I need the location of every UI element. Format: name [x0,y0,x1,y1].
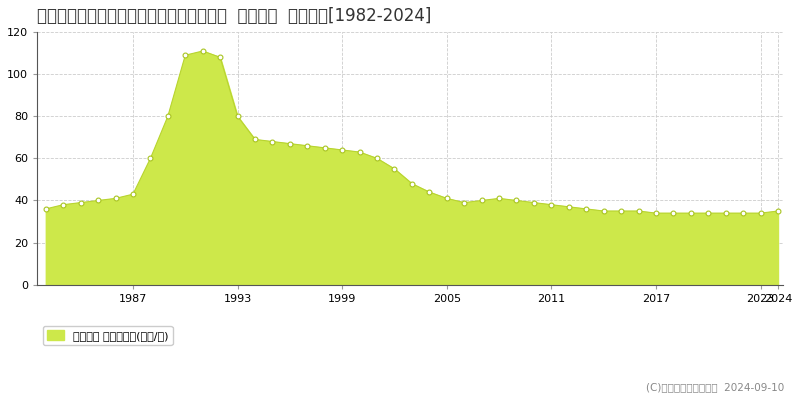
Text: (C)土地価格ドットコム  2024-09-10: (C)土地価格ドットコム 2024-09-10 [646,382,784,392]
Text: 大阪府枚方市春日東町２丁目３６３番５外  地価公示  地価推移[1982-2024]: 大阪府枚方市春日東町２丁目３６３番５外 地価公示 地価推移[1982-2024] [37,7,431,25]
Legend: 地価公示 平均坪単価(万円/坪): 地価公示 平均坪単価(万円/坪) [42,326,173,345]
